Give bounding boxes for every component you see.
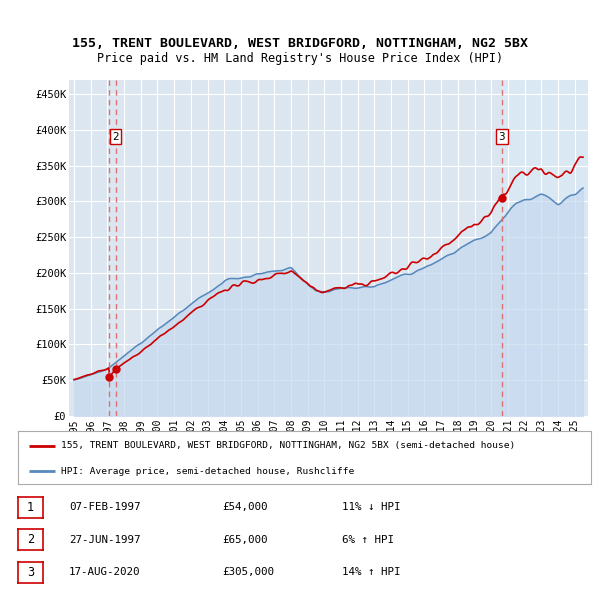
Text: £54,000: £54,000 [222, 503, 268, 512]
Text: 155, TRENT BOULEVARD, WEST BRIDGFORD, NOTTINGHAM, NG2 5BX: 155, TRENT BOULEVARD, WEST BRIDGFORD, NO… [72, 37, 528, 50]
Text: 3: 3 [27, 566, 34, 579]
Text: 27-JUN-1997: 27-JUN-1997 [69, 535, 140, 545]
Text: 1: 1 [27, 501, 34, 514]
Text: 07-FEB-1997: 07-FEB-1997 [69, 503, 140, 512]
Text: Price paid vs. HM Land Registry's House Price Index (HPI): Price paid vs. HM Land Registry's House … [97, 52, 503, 65]
Text: 2: 2 [112, 132, 119, 142]
Text: £305,000: £305,000 [222, 568, 274, 577]
Text: 2: 2 [27, 533, 34, 546]
Bar [502, 80, 600, 416]
Text: 155, TRENT BOULEVARD, WEST BRIDGFORD, NOTTINGHAM, NG2 5BX (semi-detached house): 155, TRENT BOULEVARD, WEST BRIDGFORD, NO… [61, 441, 515, 450]
Text: HPI: Average price, semi-detached house, Rushcliffe: HPI: Average price, semi-detached house,… [61, 467, 354, 476]
Text: 6% ↑ HPI: 6% ↑ HPI [342, 535, 394, 545]
Text: 11% ↓ HPI: 11% ↓ HPI [342, 503, 401, 512]
Text: 14% ↑ HPI: 14% ↑ HPI [342, 568, 401, 577]
Text: £65,000: £65,000 [222, 535, 268, 545]
Text: 17-AUG-2020: 17-AUG-2020 [69, 568, 140, 577]
Text: 3: 3 [499, 132, 505, 142]
